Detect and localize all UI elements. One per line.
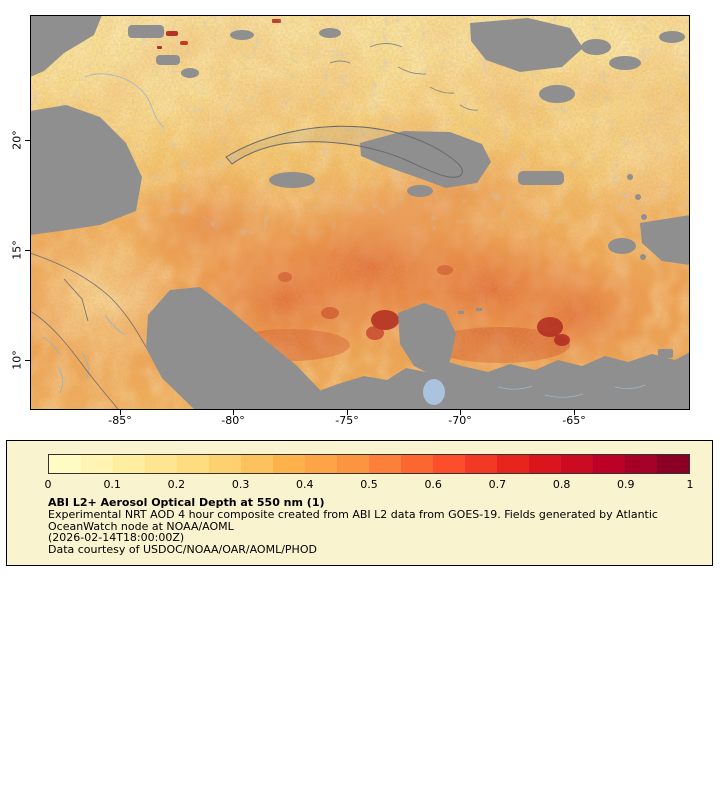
axis-tick [347,410,348,415]
colorbar-tick-label: 0.5 [360,478,378,491]
colorbar-segment [241,455,273,473]
lon-tick-label: -75° [335,414,359,427]
colorbar-segment [593,455,625,473]
colorbar-segment [369,455,401,473]
lon-tick-label: -70° [448,414,472,427]
colorbar-segment [625,455,657,473]
legend-timestamp: (2026-02-14T18:00:00Z) [48,531,185,545]
lon-tick-label: -65° [562,414,586,427]
legend-title: ABI L2+ Aerosol Optical Depth at 550 nm … [48,496,325,509]
axis-tick [233,410,234,415]
colorbar-tick-label: 0.7 [488,478,507,491]
axis-tick [25,360,30,361]
colorbar-segment [337,455,369,473]
lon-tick-label: -85° [108,414,132,427]
colorbar-tick-label: 0.6 [424,478,442,491]
axis-tick [25,140,30,141]
colorbar-tick-label: 0.4 [296,478,314,491]
legend-panel: 0 0.1 0.2 0.3 0.4 0.5 0.6 0.7 0.8 0.9 1 ABI L2+ Ae… [6,440,713,566]
colorbar-segment [401,455,433,473]
cloud-speckle [30,15,690,235]
colorbar-segment [465,455,497,473]
colorbar-segment [81,455,113,473]
colorbar-segment [49,455,81,473]
axis-tick [25,250,30,251]
aod-map-image [30,15,690,410]
colorbar-tick-label: 1 [686,478,694,491]
colorbar-tick-label: 0 [44,478,52,491]
coastline-borders [30,252,147,410]
lake-and-rivers [423,379,646,405]
colorbar-segment [497,455,529,473]
axis-tick [460,410,461,415]
legend-description-line2: OceanWatch node at NOAA/AOML [48,519,234,533]
lon-tick-label: -80° [221,414,245,427]
land-masses [30,15,690,410]
colorbar-segment [305,455,337,473]
colorbar-segment [561,455,593,473]
lat-tick-label: 15° [10,240,24,260]
colorbar-segment [657,455,689,473]
map-panel [30,15,690,410]
colorbar-ticks: 0 0.1 0.2 0.3 0.4 0.5 0.6 0.7 0.8 0.9 1 [44,478,694,491]
legend-text-block: ABI L2+ Aerosol Optical Depth at 550 nm … [48,497,658,556]
aod-hotspots [157,19,570,346]
lat-tick-label: 20° [10,130,24,150]
colorbar-segment [145,455,177,473]
legend-description-line1: Experimental NRT AOD 4 hour composite cr… [48,507,658,521]
colorbar-tick-label: 0.9 [617,478,635,491]
colorbar-tick-label: 0.8 [552,478,571,491]
colorbar-segment [433,455,465,473]
axis-tick [574,410,575,415]
map-border [30,15,690,410]
colorbar-segment [177,455,209,473]
colorbar-segment [273,455,305,473]
lat-tick-label: 10° [10,350,24,370]
axis-tick [120,410,121,415]
colorbar-segment [529,455,561,473]
colorbar-tick-label: 0.2 [167,478,186,491]
colorbar-tick-label: 0.3 [231,478,250,491]
island-outlines [225,43,479,178]
colorbar-tick-label: 0.1 [103,478,121,491]
colorbar [48,454,690,474]
legend-courtesy: Data courtesy of USDOC/NOAA/OAR/AOML/PHO… [48,543,317,557]
colorbar-segment [209,455,241,473]
colorbar-segment [113,455,145,473]
